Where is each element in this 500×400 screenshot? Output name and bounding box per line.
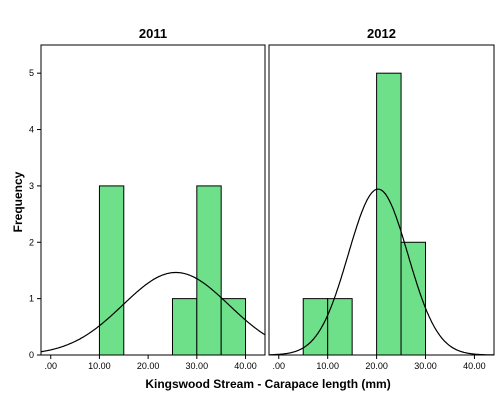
panel-2011: 2011 .00 10.00 20.00 30.00 40.00 0 1 2 3 4 5 (29, 26, 266, 371)
x-tick-label: 10.00 (316, 361, 339, 371)
normal-curve (269, 188, 494, 356)
panel-title: 2012 (367, 26, 396, 41)
x-tick-label: .00 (273, 361, 286, 371)
x-tick-label: .00 (44, 361, 57, 371)
panel-2012: 2012 .00 10.00 20.00 30.00 40.00 (268, 26, 495, 371)
panel-frame (40, 44, 266, 356)
x-axis-label: Kingswood Stream - Carapace length (mm) (145, 377, 390, 391)
y-tick-label: 0 (29, 350, 34, 360)
x-tick-label: 40.00 (463, 361, 486, 371)
y-tick-label: 5 (29, 68, 34, 78)
y-tick-label: 2 (29, 237, 34, 247)
histogram-bar (196, 185, 222, 356)
histogram-bar (327, 298, 353, 356)
normal-curve (40, 271, 266, 353)
y-tick-label: 1 (29, 294, 34, 304)
y-tick-label: 3 (29, 181, 34, 191)
x-tick-label: 20.00 (137, 361, 160, 371)
x-tick-label: 40.00 (234, 361, 257, 371)
histogram-bar (302, 298, 329, 356)
y-axis-label: Frequency (11, 171, 25, 232)
histogram-bar (171, 298, 198, 356)
y-tick-label: 4 (29, 125, 34, 135)
x-tick-label: 30.00 (414, 361, 437, 371)
panel-title: 2011 (139, 26, 167, 41)
histogram-bar (376, 72, 402, 356)
x-tick-label: 10.00 (88, 361, 111, 371)
x-tick-label: 30.00 (186, 361, 209, 371)
histogram-bar (98, 185, 125, 356)
histogram-bar (220, 298, 247, 356)
panels-layer: 2011 .00 10.00 20.00 30.00 40.00 0 1 2 3 4 5 2012 .00… (29, 26, 495, 371)
x-tick-label: 20.00 (365, 361, 388, 371)
